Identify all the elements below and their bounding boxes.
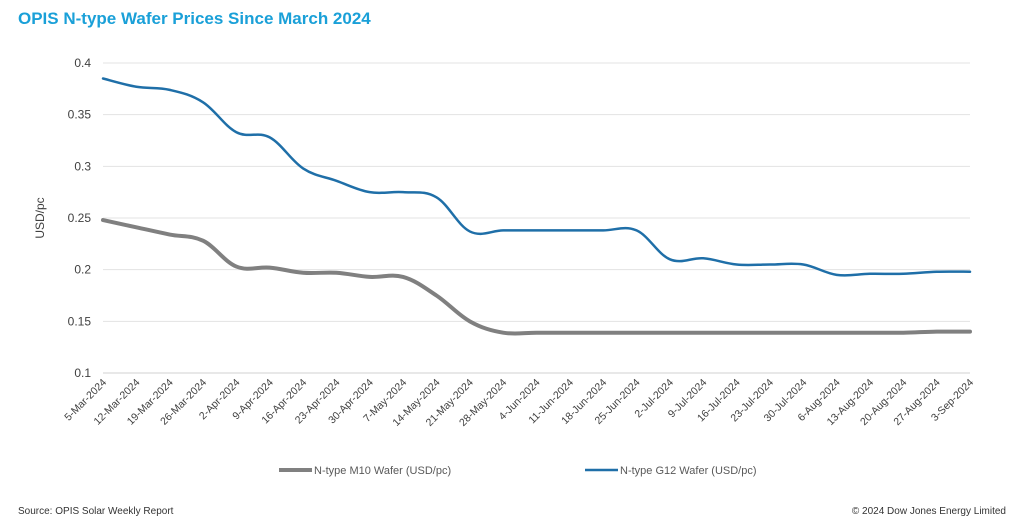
gridlines [103, 62, 970, 374]
series-line-g12 [101, 77, 972, 277]
y-tick-label: 0.35 [68, 108, 92, 122]
y-tick-label: 0.25 [68, 211, 92, 225]
chart-title: OPIS N-type Wafer Prices Since March 202… [18, 9, 371, 28]
series-line-m10 [101, 218, 972, 336]
y-tick-label: 0.15 [68, 314, 92, 328]
source-note: Source: OPIS Solar Weekly Report [18, 506, 174, 517]
legend-label-m10: N-type M10 Wafer (USD/pc) [314, 465, 451, 477]
y-axis-label: USD/pc [33, 197, 47, 238]
legend: N-type M10 Wafer (USD/pc) N-type G12 Waf… [279, 465, 757, 477]
copyright-note: © 2024 Dow Jones Energy Limited [851, 506, 1006, 517]
y-tick-label: 0.4 [74, 56, 91, 70]
x-axis-ticks: 5-Mar-202412-Mar-202419-Mar-202426-Mar-2… [62, 377, 976, 429]
y-axis-ticks: 0.1 0.15 0.2 0.25 0.3 0.35 0.4 [68, 56, 92, 380]
series-lines [101, 77, 972, 336]
y-tick-label: 0.2 [74, 263, 91, 277]
y-tick-label: 0.1 [74, 366, 91, 380]
y-tick-label: 0.3 [74, 159, 91, 173]
legend-label-g12: N-type G12 Wafer (USD/pc) [620, 465, 757, 477]
